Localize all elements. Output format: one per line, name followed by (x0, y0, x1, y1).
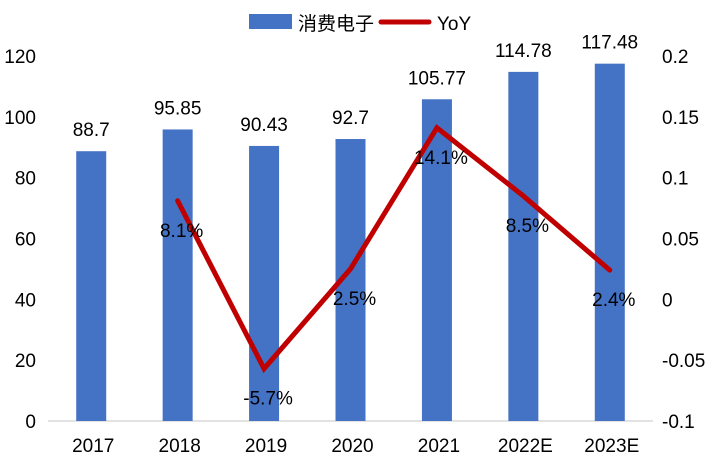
bar-value-labels-group: 88.7 95.85 90.43 92.7 105.77 114.78 117.48 (73, 33, 638, 142)
right-axis-tick-0: 0 (662, 290, 673, 311)
left-axis-tick-80: 80 (15, 169, 36, 190)
yoy-value-label-2023E: 2.4% (592, 290, 635, 311)
left-axis-tick-labels-group: 0 20 40 60 80 100 120 (4, 47, 36, 433)
legend-label-line-series: YoY (437, 14, 471, 35)
category-axis-labels-group: 2017 2018 2019 2020 2021 2022E 2023E (72, 436, 639, 457)
category-label-2020: 2020 (331, 436, 373, 457)
left-axis-tick-100: 100 (4, 108, 36, 129)
bar-2017 (76, 151, 107, 421)
yoy-line (175, 124, 613, 374)
category-label-2017: 2017 (72, 436, 114, 457)
yoy-value-label-2018: 8.1% (160, 221, 203, 242)
category-label-2022E: 2022E (498, 436, 553, 457)
bar-value-label-2021: 105.77 (408, 68, 466, 89)
category-label-2019: 2019 (245, 436, 287, 457)
legend-bar-swatch (249, 14, 292, 29)
yoy-value-label-2021: 14.1% (414, 148, 468, 169)
bar-series-group (76, 63, 625, 422)
right-axis-tick--0.05: -0.05 (662, 351, 705, 372)
bar-value-label-2020: 92.7 (332, 108, 369, 129)
left-axis-tick-120: 120 (4, 47, 36, 68)
right-axis-tick-labels-group: -0.1 -0.05 0 0.05 0.1 0.15 0.2 (662, 47, 705, 433)
bar-value-label-2017: 88.7 (73, 120, 110, 141)
left-axis-tick-20: 20 (15, 351, 36, 372)
bar-2018 (162, 129, 193, 422)
left-axis-tick-60: 60 (15, 230, 36, 251)
yoy-value-label-2019: -5.7% (243, 389, 293, 410)
right-axis-tick-0.1: 0.1 (662, 169, 688, 190)
category-label-2018: 2018 (159, 436, 201, 457)
legend-label-bar-series: 消费电子 (298, 13, 374, 35)
yoy-value-label-2022E: 8.5% (506, 216, 549, 237)
right-axis-tick--0.1: -0.1 (662, 412, 695, 433)
right-axis-tick-0.2: 0.2 (662, 47, 688, 68)
right-axis-tick-0.05: 0.05 (662, 230, 699, 251)
left-axis-tick-0: 0 (25, 412, 36, 433)
category-label-2021: 2021 (418, 436, 460, 457)
bar-value-label-2018: 95.85 (154, 98, 202, 119)
bar-value-label-2019: 90.43 (240, 115, 288, 136)
legend-group: 消费电子 YoY (249, 13, 471, 35)
bar-2019 (249, 145, 280, 421)
bar-2021 (421, 99, 452, 422)
bar-2022E (508, 71, 539, 421)
yoy-line-group (175, 124, 613, 374)
right-axis-tick-0.15: 0.15 (662, 108, 699, 129)
category-label-2023E: 2023E (584, 436, 639, 457)
bar-value-label-2023E: 117.48 (581, 33, 638, 54)
left-axis-tick-40: 40 (15, 290, 36, 311)
bar-value-label-2022E: 114.78 (495, 41, 552, 62)
yoy-value-label-2020: 2.5% (333, 289, 376, 310)
yoy-value-labels-group: 8.1% -5.7% 2.5% 14.1% 8.5% 2.4% (160, 148, 636, 410)
bar-2023E (594, 63, 625, 421)
